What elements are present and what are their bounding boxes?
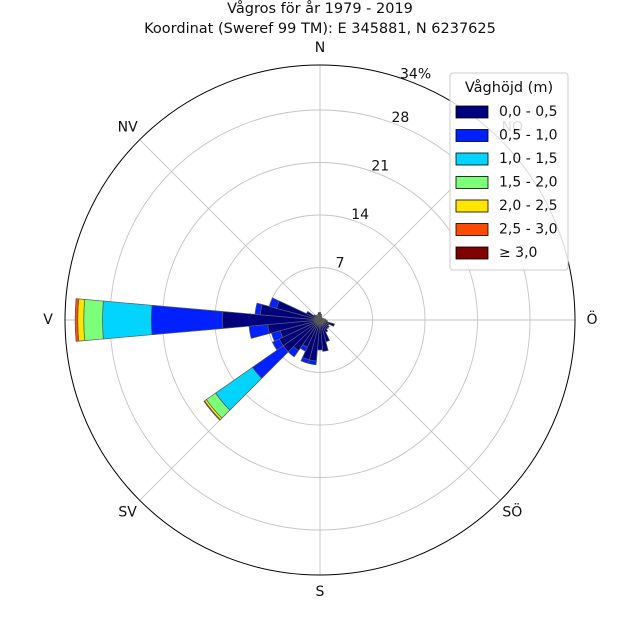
direction-label: S xyxy=(316,584,325,600)
legend-title: Våghöjd (m) xyxy=(465,79,553,96)
legend-swatch xyxy=(455,199,489,213)
sector-bar-segment xyxy=(319,319,329,352)
direction-label: V xyxy=(43,312,53,328)
legend-frame xyxy=(449,72,569,271)
legend: Våghöjd (m) 0,0 - 0,5 0,5 - 1,0 1,0 - 1,5 1… xyxy=(449,72,569,271)
grid-spoke xyxy=(319,319,501,501)
legend-swatch xyxy=(455,176,489,189)
legend-entry-label: 1,5 - 2,0 xyxy=(499,175,557,191)
legend-entry-label: 0,0 - 0,5 xyxy=(499,104,557,120)
legend-entry-label: 2,0 - 2,5 xyxy=(499,198,557,214)
legend-swatch xyxy=(455,223,489,236)
legend-swatch xyxy=(455,105,489,119)
chart-title: Vågros för år 1979 - 2019 xyxy=(227,0,413,17)
legend-swatch xyxy=(455,129,489,142)
legend-swatch xyxy=(455,246,489,260)
grid-spoke xyxy=(139,139,321,321)
legend-entry-label: ≥ 3,0 xyxy=(499,245,537,261)
radial-tick-label: 7 xyxy=(336,255,345,271)
legend-entry-label: 1,0 - 1,5 xyxy=(499,151,557,167)
legend-entry-label: 0,5 - 1,0 xyxy=(499,128,557,144)
sector-bar-segment xyxy=(251,345,289,379)
outer-ring xyxy=(64,64,576,576)
radial-tick-label: 21 xyxy=(371,158,389,174)
sector-bar-segment xyxy=(102,300,153,340)
direction-label: Ö xyxy=(586,310,597,328)
direction-label: N xyxy=(315,40,325,56)
sector-bar-segment xyxy=(317,312,321,321)
legend-entry-label: 2,5 - 3,0 xyxy=(499,222,557,238)
sector-bar-segment xyxy=(254,302,263,316)
chart-subtitle: Koordinat (Sweref 99 TM): E 345881, N 62… xyxy=(144,21,496,37)
legend-swatch xyxy=(455,152,489,166)
direction-label: NV xyxy=(118,120,138,136)
sector-bar-segment xyxy=(300,356,310,364)
sector-bar-segment xyxy=(248,324,270,339)
direction-label: SV xyxy=(118,504,137,520)
radial-tick-label: 14 xyxy=(351,207,369,223)
radial-tick-label: 28 xyxy=(391,110,409,126)
sector-bar-segment xyxy=(77,298,86,342)
radial-tick-label: 34% xyxy=(400,66,431,82)
sector-bar-segment xyxy=(203,400,221,421)
sector-bars xyxy=(64,64,576,576)
sector-bar-segment xyxy=(74,298,80,342)
direction-label: SÖ xyxy=(502,502,522,520)
radial-tick-labels: 7 14 21 28 34% xyxy=(336,66,432,271)
sector-bar-segment xyxy=(150,304,224,336)
sector-bar-segment xyxy=(83,299,104,341)
sector-bar-segment xyxy=(268,297,280,309)
sector-bar-segment xyxy=(271,338,284,351)
